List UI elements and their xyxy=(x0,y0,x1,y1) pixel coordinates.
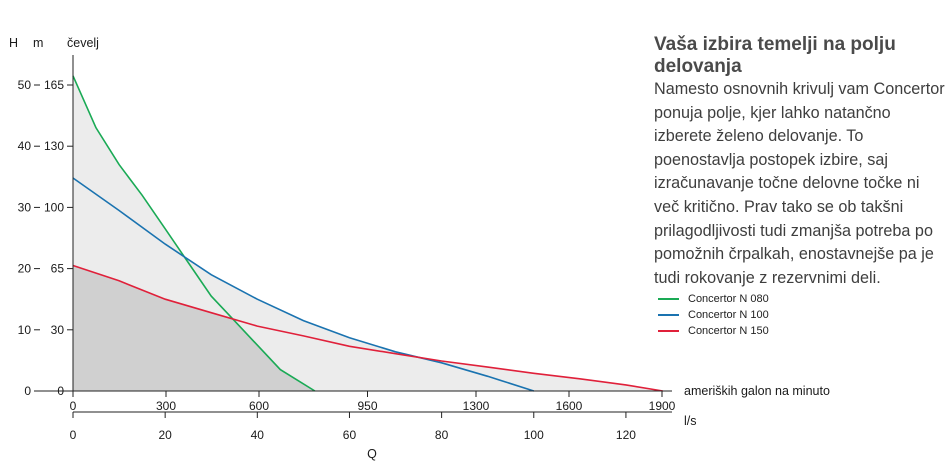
curve-n100 xyxy=(72,177,535,392)
y-tick-ft-label: 0 xyxy=(57,384,64,398)
legend-item-n150: Concertor N 150 xyxy=(658,323,769,339)
description-body: Namesto osnovnih krivulj vam Concertor p… xyxy=(654,80,945,287)
x-tick-ls-label: 0 xyxy=(70,428,77,442)
y-tick-ft-label: 65 xyxy=(51,262,65,276)
y-tick-ft-label: 100 xyxy=(44,200,64,214)
y-tick-m-label: 30 xyxy=(18,200,32,214)
y-tick-ft-label: 130 xyxy=(44,139,64,153)
performance-curves xyxy=(72,75,663,392)
x-axis-unit-gpm: ameriških galon na minuto xyxy=(684,384,830,398)
description-panel: Vaša izbira temelji na polju delovanja N… xyxy=(654,34,946,290)
y-axis-label-h: H xyxy=(9,36,18,50)
x-tick-ls-label: 120 xyxy=(616,428,636,442)
x-tick-gpm-label: 300 xyxy=(156,399,176,413)
legend-item-n080: Concertor N 080 xyxy=(658,291,769,307)
legend-swatch-n080 xyxy=(658,298,679,300)
y-axis-unit-ft: čevelj xyxy=(67,36,99,50)
legend-swatch-n150 xyxy=(658,330,679,332)
field-dark-area xyxy=(73,265,663,391)
curve-n080 xyxy=(72,75,316,392)
y-tick-m-label: 20 xyxy=(18,262,32,276)
performance-fields xyxy=(73,75,663,392)
x-tick-gpm-label: 600 xyxy=(249,399,269,413)
x-tick-gpm-label: 1900 xyxy=(649,399,676,413)
field-light-area xyxy=(73,75,663,392)
x-axis-unit-ls: l/s xyxy=(684,414,697,428)
x-tick-ls-label: 100 xyxy=(524,428,544,442)
y-tick-m-label: 50 xyxy=(18,78,32,92)
curve-n150 xyxy=(72,264,663,392)
y-axis-unit-m: m xyxy=(33,36,43,50)
y-tick-ft-label: 165 xyxy=(44,78,64,92)
x-tick-gpm-label: 1300 xyxy=(463,399,490,413)
x-tick-gpm-label: 950 xyxy=(357,399,377,413)
legend-label-n150: Concertor N 150 xyxy=(688,325,769,337)
x-axis-label-q: Q xyxy=(367,447,377,461)
x-tick-ls-label: 20 xyxy=(158,428,172,442)
legend-swatch-n100 xyxy=(658,314,679,316)
y-tick-m-label: 40 xyxy=(18,139,32,153)
x-tick-ls-label: 80 xyxy=(435,428,449,442)
legend-label-n100: Concertor N 100 xyxy=(688,309,769,321)
y-tick-m-label: 0 xyxy=(24,384,31,398)
legend-item-n100: Concertor N 100 xyxy=(658,307,769,323)
x-tick-ls-label: 60 xyxy=(343,428,357,442)
legend-label-n080: Concertor N 080 xyxy=(688,293,769,305)
y-tick-m-label: 10 xyxy=(18,323,32,337)
legend: Concertor N 080 Concertor N 100 Concerto… xyxy=(658,291,769,339)
axes xyxy=(34,55,672,413)
x-tick-gpm-label: 0 xyxy=(70,399,77,413)
description-title: Vaša izbira temelji na polju delovanja xyxy=(654,34,896,77)
x-tick-ls-label: 40 xyxy=(251,428,265,442)
x-tick-gpm-label: 1600 xyxy=(556,399,583,413)
y-tick-ft-label: 30 xyxy=(51,323,65,337)
